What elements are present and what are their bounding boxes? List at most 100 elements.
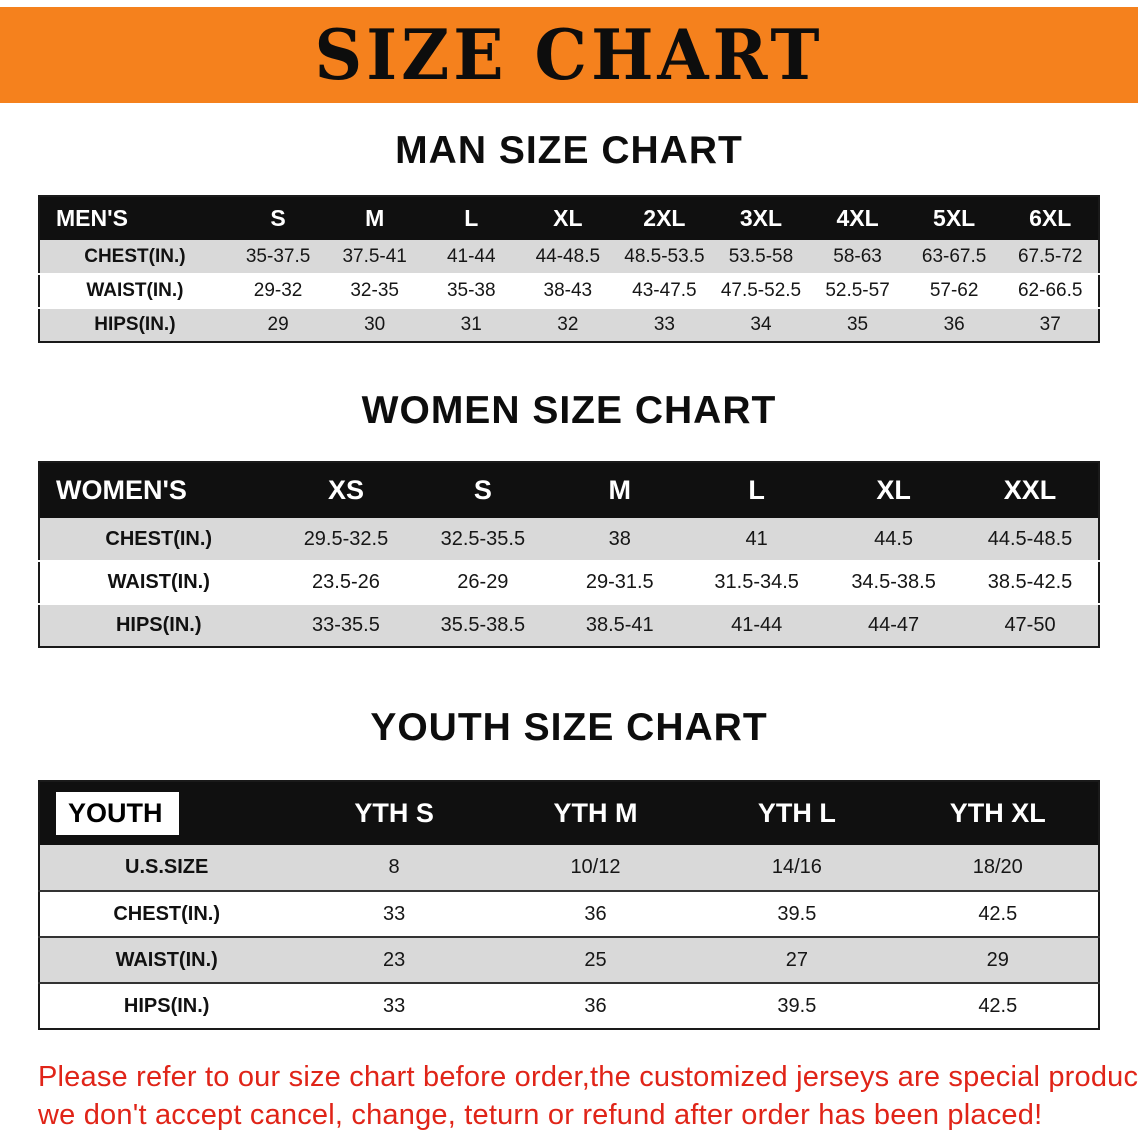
- size-value: 38.5-41: [585, 614, 654, 636]
- size-value: 39.5: [777, 994, 817, 1017]
- youth-size-table: YOUTH YTH S YTH M YTH L YTH XL U.S.SIZE 8 10/12…: [38, 780, 1100, 1030]
- women-size-column-xs: XS: [277, 462, 415, 518]
- men-size-column-3xl: 3XL: [712, 196, 810, 240]
- size-value: 8: [388, 856, 400, 878]
- women-size-column-s: S: [414, 462, 552, 518]
- youth-chart-heading: YOUTH SIZE CHART: [370, 706, 768, 749]
- size-value: 29.5-32.5: [303, 527, 389, 550]
- size-value: 29-32: [253, 280, 303, 301]
- size-value: 53.5-58: [728, 245, 794, 267]
- size-value: 44.5-48.5: [987, 527, 1073, 550]
- youth-row-chest-in: CHEST(IN.) 33 36 39.5 42.5: [39, 891, 1099, 937]
- men-size-column-2xl: 2XL: [616, 196, 713, 240]
- size-value: 31.5-34.5: [714, 571, 799, 593]
- size-value: 39.5: [777, 902, 817, 925]
- size-value: 52.5-57: [825, 280, 890, 301]
- size-value: 37.5-41: [342, 245, 407, 267]
- men-row-chest-in: CHEST(IN.) 35-37.5 37.5-41 41-44 44-48.5 48.5…: [39, 240, 1099, 274]
- size-value: 33: [653, 314, 675, 335]
- women-size-column-m: M: [551, 462, 689, 518]
- size-value: 38: [608, 527, 631, 550]
- men-row-hips-in: HIPS(IN.) 29 30 31 32 33 34 35 36 37: [39, 308, 1099, 342]
- men-header-row: MEN'S S M L XL 2XL 3XL 4XL 5XL 6XL: [39, 196, 1099, 240]
- women-table-title: WOMEN'S: [39, 462, 278, 518]
- youth-size-chart-section: YOUTH SIZE CHART YOUTH YTH S YTH M YTH L YTH …: [0, 706, 1138, 1030]
- size-value: 25: [584, 948, 607, 971]
- size-value: 27: [785, 948, 808, 971]
- size-value: 29: [986, 948, 1009, 971]
- size-value: 38-43: [543, 280, 593, 301]
- size-value: 23.5-26: [312, 571, 380, 593]
- size-value: 67.5-72: [1017, 245, 1083, 267]
- measurement-label: CHEST(IN.): [113, 902, 221, 925]
- men-size-column-xl: XL: [519, 196, 617, 240]
- size-value: 32-35: [350, 280, 399, 301]
- size-value: 41-44: [446, 245, 496, 267]
- women-size-table: WOMEN'S XS S M L XL XXL CHEST(IN.) 29.5-32.5 32.5…: [38, 461, 1100, 648]
- page-title: SIZE CHART: [314, 14, 824, 96]
- men-size-column-6xl: 6XL: [1002, 196, 1099, 240]
- youth-header-row: YOUTH YTH S YTH M YTH L YTH XL: [39, 781, 1099, 845]
- size-value: 44.5: [874, 527, 914, 550]
- measurement-label: HIPS(IN.): [94, 314, 176, 335]
- youth-table-title-text: YOUTH: [56, 792, 179, 835]
- youth-row-u-s-size: U.S.SIZE 8 10/12 14/16 18/20: [39, 845, 1099, 891]
- men-size-column-l: L: [422, 196, 520, 240]
- size-value: 33: [382, 994, 406, 1017]
- men-table-title: MEN'S: [39, 196, 230, 240]
- youth-size-column-yth-m: YTH M: [494, 781, 697, 845]
- men-chart-heading: MAN SIZE CHART: [395, 129, 743, 172]
- women-chart-heading: WOMEN SIZE CHART: [361, 389, 777, 432]
- men-size-column-m: M: [326, 196, 423, 240]
- men-size-column-4xl: 4XL: [809, 196, 906, 240]
- youth-row-hips-in: HIPS(IN.) 33 36 39.5 42.5: [39, 983, 1099, 1029]
- size-value: 14/16: [771, 856, 822, 878]
- size-value: 32: [557, 314, 579, 335]
- measurement-label: CHEST(IN.): [84, 245, 186, 267]
- size-value: 32.5-35.5: [440, 527, 526, 550]
- women-size-column-xl: XL: [825, 462, 963, 518]
- women-size-chart-section: WOMEN SIZE CHART WOMEN'S XS S M L XL XXL CHEST(I…: [0, 389, 1138, 648]
- size-value: 41-44: [731, 614, 783, 636]
- men-row-waist-in: WAIST(IN.) 29-32 32-35 35-38 38-43 43-47.5 47.…: [39, 274, 1099, 308]
- size-chart-sections: MAN SIZE CHART MEN'S S M L XL 2XL 3XL 4XL 5XL 6XL C…: [0, 129, 1138, 1030]
- women-header-row: WOMEN'S XS S M L XL XXL: [39, 462, 1099, 518]
- measurement-label: CHEST(IN.): [105, 527, 213, 550]
- size-value: 23: [382, 948, 406, 971]
- size-value: 30: [364, 314, 386, 335]
- size-value: 35-37.5: [245, 245, 311, 267]
- size-value: 35.5-38.5: [440, 614, 526, 636]
- size-value: 57-62: [929, 280, 979, 301]
- size-value: 33: [382, 902, 406, 925]
- size-value: 34.5-38.5: [851, 571, 936, 593]
- size-value: 44-47: [868, 614, 920, 636]
- men-table-title-text: MEN'S: [56, 205, 128, 231]
- men-size-table: MEN'S S M L XL 2XL 3XL 4XL 5XL 6XL CHEST(IN.) 35-37…: [38, 195, 1100, 343]
- size-value: 26-29: [457, 571, 509, 593]
- size-value: 42.5: [978, 994, 1018, 1017]
- size-value: 42.5: [978, 902, 1018, 925]
- size-value: 44-48.5: [535, 245, 601, 267]
- women-row-hips-in: HIPS(IN.) 33-35.5 35.5-38.5 38.5-41 41-44 44-…: [39, 604, 1099, 647]
- size-value: 34: [750, 314, 772, 335]
- size-value: 31: [460, 314, 482, 335]
- women-size-column-xxl: XXL: [962, 462, 1099, 518]
- size-value: 58-63: [833, 245, 882, 267]
- youth-table-title: YOUTH: [39, 781, 294, 845]
- measurement-label: HIPS(IN.): [123, 994, 210, 1017]
- measurement-label: WAIST(IN.): [86, 280, 184, 301]
- size-value: 63-67.5: [921, 245, 987, 267]
- size-value: 10/12: [570, 856, 621, 878]
- size-value: 29: [267, 314, 289, 335]
- measurement-label: WAIST(IN.): [115, 948, 218, 971]
- size-value: 35: [846, 314, 869, 335]
- size-value: 47-50: [1004, 614, 1056, 636]
- women-row-waist-in: WAIST(IN.) 23.5-26 26-29 29-31.5 31.5-34.5 34…: [39, 561, 1099, 604]
- women-table-title-text: WOMEN'S: [56, 475, 187, 505]
- youth-size-column-yth-s: YTH S: [293, 781, 495, 845]
- women-size-column-l: L: [688, 462, 826, 518]
- size-value: 43-47.5: [632, 280, 697, 301]
- measurement-label: WAIST(IN.): [107, 571, 210, 593]
- size-value: 36: [584, 994, 607, 1017]
